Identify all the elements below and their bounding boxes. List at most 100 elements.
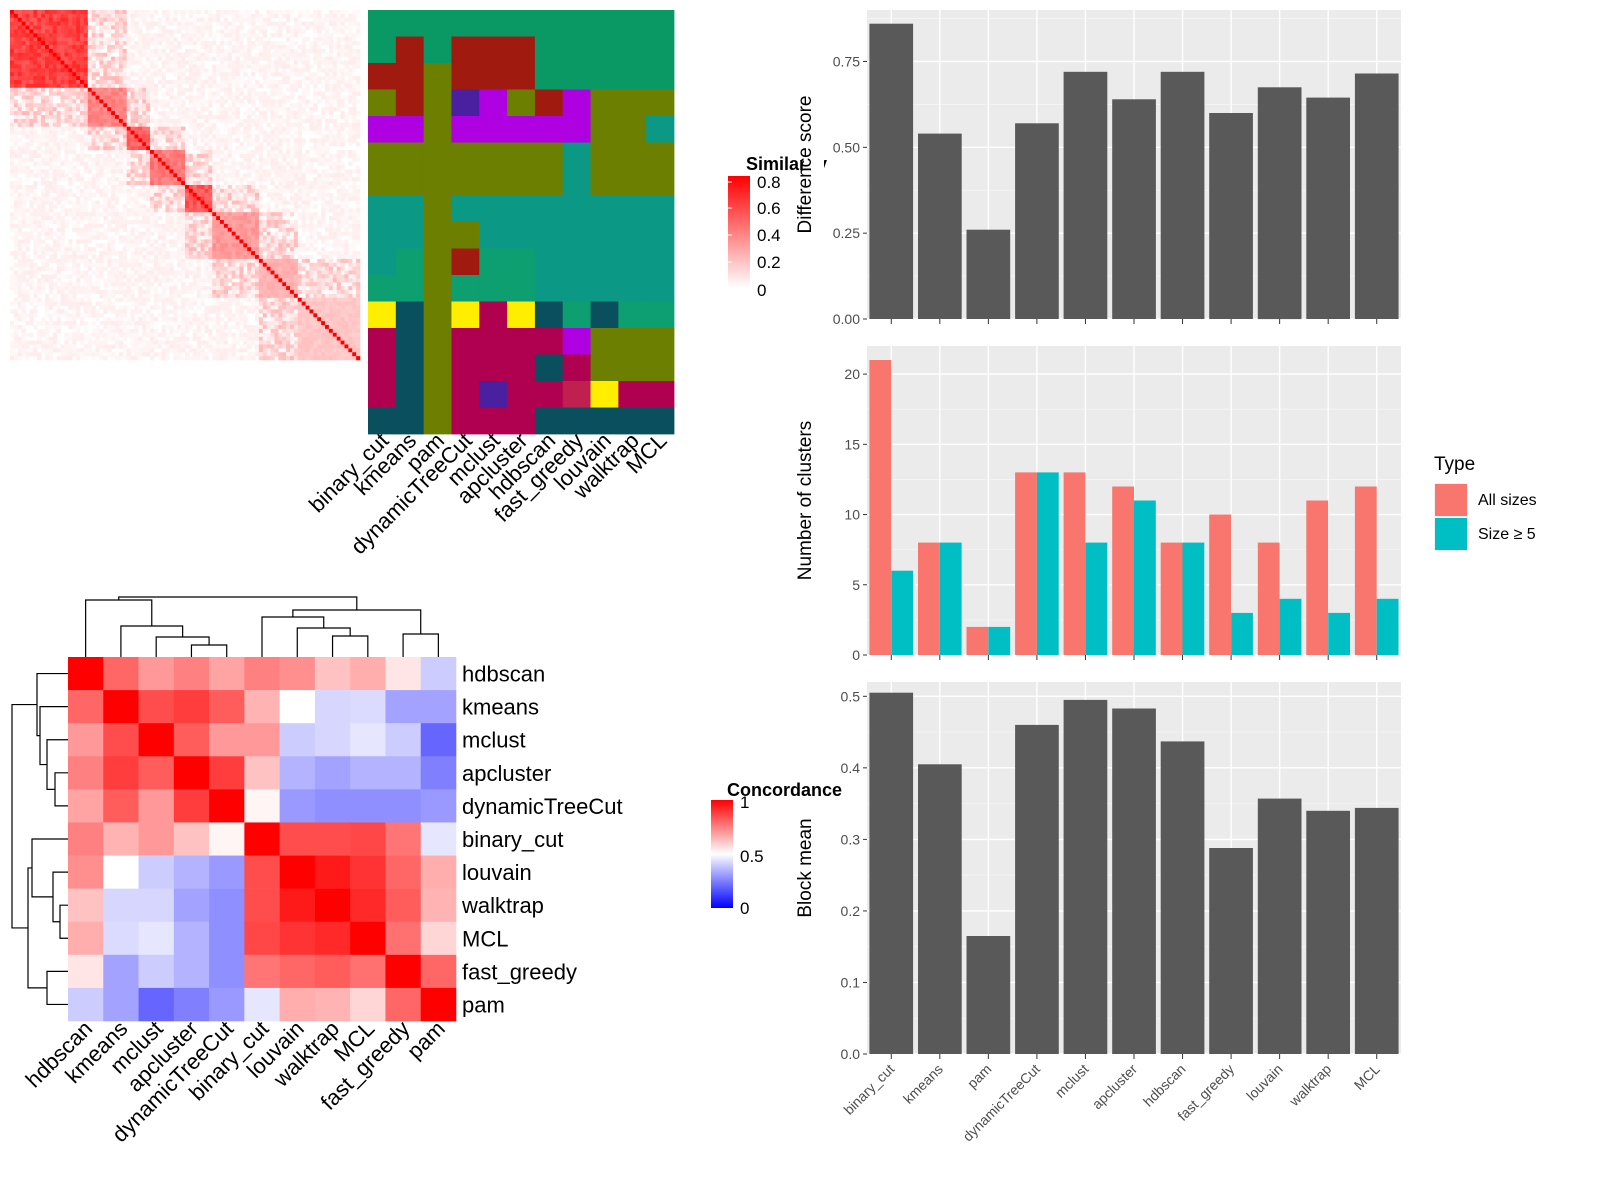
similarity-cell — [118, 21, 124, 26]
similarity-cell — [356, 83, 361, 89]
similarity-cell — [274, 118, 279, 124]
similarity-cell — [188, 165, 194, 170]
similarity-cell — [157, 235, 162, 240]
similarity-cell — [99, 103, 104, 108]
similarity-cell — [313, 60, 318, 65]
similarity-cell — [153, 99, 159, 104]
similarity-cell — [262, 130, 267, 135]
similarity-cell — [72, 25, 77, 30]
similarity-cell — [309, 196, 314, 201]
similarity-cell — [290, 188, 295, 194]
similarity-cell — [99, 56, 104, 61]
similarity-cell — [95, 99, 100, 104]
similarity-cell — [309, 76, 314, 81]
similarity-cell — [278, 107, 283, 112]
similarity-cell — [305, 223, 310, 229]
similarity-cell — [247, 258, 252, 264]
similarity-cell — [10, 134, 15, 139]
similarity-cell — [165, 177, 170, 182]
similarity-cell — [181, 251, 186, 256]
similarity-cell — [208, 216, 213, 221]
similarity-cell — [274, 68, 279, 73]
similarity-cell — [52, 126, 57, 131]
similarity-cell — [99, 10, 104, 15]
similarity-cell — [274, 258, 279, 264]
similarity-cell — [134, 83, 139, 89]
similarity-cell — [91, 107, 96, 112]
similarity-cell — [188, 134, 194, 139]
similarity-cell — [21, 87, 26, 92]
similarity-cell — [134, 165, 139, 170]
similarity-cell — [21, 111, 26, 116]
similarity-cell — [313, 17, 318, 22]
similarity-cell — [200, 130, 205, 135]
similarity-cell — [76, 118, 81, 124]
similarity-cell — [45, 80, 50, 85]
similarity-cell — [278, 64, 283, 69]
similarity-cell — [115, 68, 120, 73]
similarity-cell — [313, 115, 318, 120]
similarity-cell — [204, 76, 209, 81]
similarity-cell — [340, 68, 345, 73]
similarity-cell — [231, 220, 236, 225]
similarity-cell — [10, 33, 15, 38]
similarity-cell — [64, 80, 69, 85]
similarity-cell — [282, 99, 287, 104]
similarity-cell — [29, 10, 34, 15]
similarity-cell — [247, 87, 252, 92]
similarity-cell — [150, 87, 155, 92]
similarity-cell — [153, 45, 159, 50]
similarity-cell — [52, 216, 57, 221]
similarity-cell — [103, 25, 108, 30]
similarity-cell — [41, 150, 46, 155]
similarity-cell — [60, 99, 65, 104]
similarity-cell — [274, 146, 279, 151]
similarity-cell — [309, 118, 314, 124]
similarity-cell — [301, 87, 306, 92]
similarity-cell — [181, 115, 186, 120]
similarity-cell — [13, 10, 19, 15]
similarity-cell — [239, 95, 244, 100]
similarity-cell — [208, 231, 213, 236]
similarity-cell — [45, 21, 50, 26]
similarity-cell — [286, 188, 291, 194]
similarity-cell — [247, 227, 252, 232]
similarity-cell — [99, 258, 104, 264]
similarity-cell — [68, 83, 73, 89]
similarity-cell — [328, 45, 334, 50]
similarity-cell — [305, 200, 310, 205]
similarity-cell — [231, 200, 236, 205]
similarity-cell — [177, 188, 182, 194]
similarity-cell — [309, 115, 314, 120]
similarity-cell — [60, 239, 65, 244]
similarity-cell — [212, 80, 217, 85]
similarity-cell — [33, 87, 38, 92]
similarity-cell — [192, 192, 197, 197]
similarity-cell — [278, 220, 283, 225]
similarity-cell — [325, 231, 330, 236]
similarity-cell — [212, 262, 217, 267]
similarity-cell — [321, 223, 326, 229]
similarity-cell — [278, 10, 283, 15]
similarity-cell — [185, 220, 190, 225]
similarity-cell — [126, 239, 131, 244]
similarity-cell — [348, 258, 353, 264]
similarity-cell — [173, 169, 178, 174]
similarity-cell — [255, 13, 260, 19]
similarity-cell — [103, 185, 108, 190]
similarity-cell — [10, 56, 15, 61]
similarity-cell — [247, 216, 252, 221]
similarity-cell — [336, 48, 341, 54]
similarity-cell — [83, 60, 89, 65]
similarity-cell — [220, 173, 225, 178]
similarity-cell — [29, 188, 34, 194]
similarity-cell — [352, 99, 357, 104]
similarity-cell — [142, 80, 147, 85]
similarity-cell — [325, 177, 330, 182]
similarity-cell — [56, 185, 61, 190]
similarity-cell — [185, 165, 190, 170]
similarity-cell — [274, 99, 279, 104]
similarity-cell — [68, 118, 73, 124]
similarity-cell — [270, 153, 275, 159]
similarity-cell — [204, 165, 209, 170]
